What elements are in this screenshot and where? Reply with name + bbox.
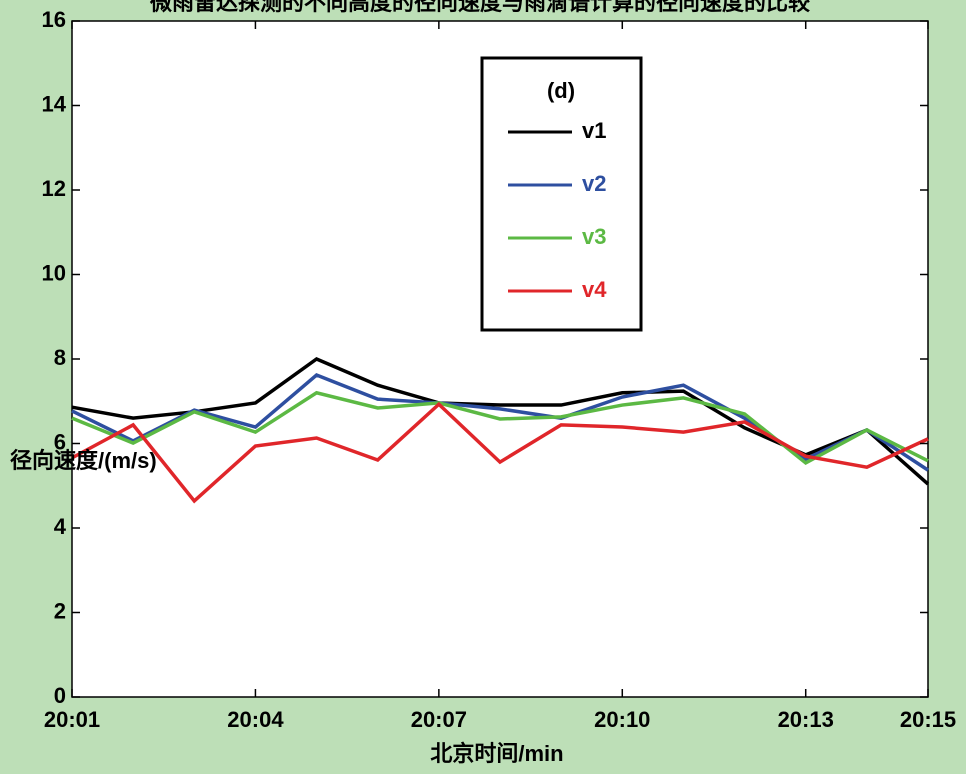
legend-label: v2	[582, 171, 606, 196]
legend-label: v1	[582, 118, 606, 143]
x-tick-label: 20:04	[227, 707, 284, 732]
y-tick-label: 14	[42, 91, 67, 116]
y-tick-label: 0	[54, 683, 66, 708]
y-tick-label: 12	[42, 176, 66, 201]
x-tick-label: 20:13	[778, 707, 834, 732]
legend-title: (d)	[547, 78, 575, 103]
x-tick-label: 20:10	[594, 707, 650, 732]
y-tick-label: 10	[42, 260, 66, 285]
y-tick-label: 4	[54, 514, 67, 539]
legend-label: v4	[582, 277, 607, 302]
x-tick-label: 20:07	[411, 707, 467, 732]
y-tick-label: 2	[54, 598, 66, 623]
y-tick-label: 16	[42, 7, 66, 32]
y-axis-label: 径向速度/(m/s)	[10, 448, 157, 473]
x-axis-label: 北京时间/min	[430, 741, 563, 766]
x-tick-label: 20:15	[900, 707, 956, 732]
y-tick-label: 8	[54, 345, 66, 370]
x-tick-label: 20:01	[44, 707, 100, 732]
series-line	[71, 401, 929, 504]
legend-box	[480, 56, 643, 332]
legend-label: v3	[582, 224, 606, 249]
chart-title: 微雨雷达探测的不同高度的径向速度与雨滴谱计算的径向速度的比较	[149, 0, 810, 15]
y-tick-label: 6	[54, 429, 66, 454]
